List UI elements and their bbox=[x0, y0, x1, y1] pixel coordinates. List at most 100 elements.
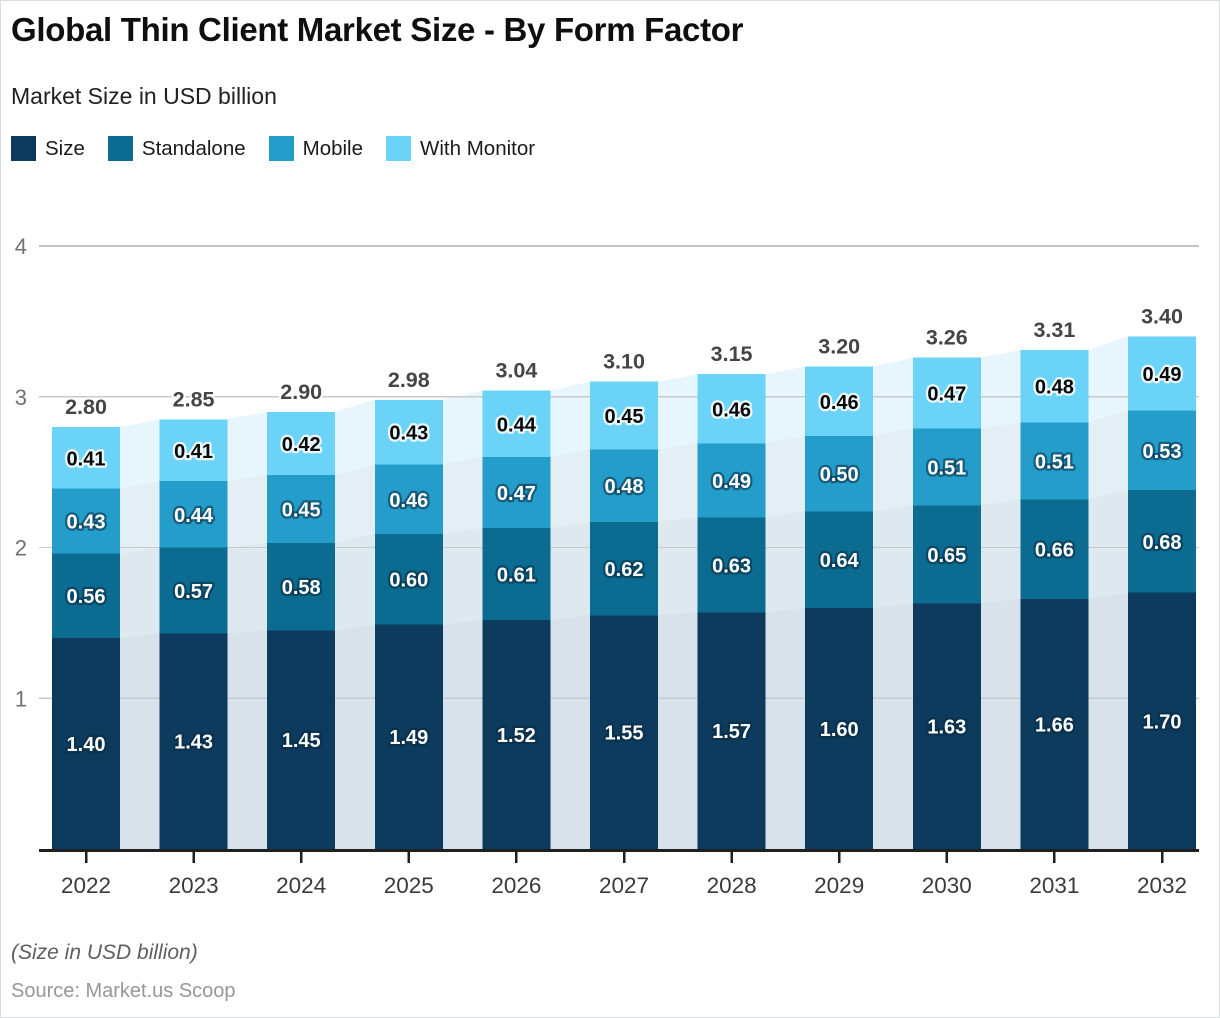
bar-value-label: 1.70 bbox=[1143, 711, 1182, 733]
bar-segment-standalone-2028 bbox=[697, 517, 766, 613]
x-tick-label: 2022 bbox=[61, 873, 111, 898]
chart-subtitle: Market Size in USD billion bbox=[11, 83, 277, 109]
bar-value-label: 0.48 bbox=[605, 476, 644, 498]
bar-segment-standalone-2023 bbox=[159, 547, 228, 634]
bar-segment-with-monitor-2032 bbox=[1128, 336, 1196, 411]
bar-segment-mobile-2022 bbox=[52, 488, 120, 554]
bar-value-label: 0.49 bbox=[712, 471, 751, 493]
bar-segment-size-2030 bbox=[912, 603, 981, 849]
bar-value-label: 0.46 bbox=[712, 399, 751, 421]
bar-segment-size-2022 bbox=[52, 637, 120, 849]
bar-segment-standalone-2031 bbox=[1020, 499, 1089, 599]
bar-value-label: 1.57 bbox=[712, 721, 751, 743]
bar-value-label: 1.43 bbox=[174, 732, 213, 754]
bar-segment-mobile-2027 bbox=[590, 449, 658, 522]
bar-value-label: 0.49 bbox=[1143, 364, 1182, 386]
bar-segment-with-monitor-2029 bbox=[805, 366, 874, 436]
y-tick-label: 3 bbox=[15, 385, 27, 410]
bar-segment-size-2027 bbox=[590, 615, 658, 849]
bar-segment-size-2023 bbox=[159, 633, 228, 849]
bar-value-label: 0.45 bbox=[282, 500, 321, 522]
bar-value-label: 1.49 bbox=[389, 727, 428, 749]
x-tick-label: 2027 bbox=[599, 873, 649, 898]
y-tick-label: 1 bbox=[15, 686, 27, 711]
y-tick-label: 2 bbox=[15, 536, 27, 561]
legend-label: With Monitor bbox=[420, 136, 536, 160]
bar-segment-with-monitor-2030 bbox=[912, 357, 981, 429]
bar-total-label: 2.85 bbox=[173, 387, 215, 411]
x-tick-label: 2024 bbox=[276, 873, 326, 898]
source-line: Source: Market.us Scoop bbox=[11, 980, 236, 1002]
bar-total-label: 3.15 bbox=[711, 342, 753, 366]
legend-label: Mobile bbox=[302, 136, 364, 160]
bar-segment-standalone-2027 bbox=[590, 521, 658, 616]
bar-segment-standalone-2030 bbox=[912, 505, 981, 604]
bar-segment-size-2025 bbox=[374, 624, 443, 849]
bar-value-label: 0.57 bbox=[174, 581, 213, 603]
bar-value-label: 1.52 bbox=[497, 725, 536, 747]
x-tick-label: 2031 bbox=[1029, 873, 1079, 898]
bar-total-label: 2.98 bbox=[388, 368, 430, 392]
bar-segment-with-monitor-2031 bbox=[1020, 350, 1089, 423]
bar-value-label: 1.55 bbox=[605, 723, 644, 745]
bar-segment-mobile-2025 bbox=[374, 464, 443, 534]
bar-segment-with-monitor-2026 bbox=[482, 390, 551, 458]
bar-segment-with-monitor-2025 bbox=[374, 399, 443, 465]
bar-value-label: 0.46 bbox=[389, 490, 428, 512]
legend-swatch bbox=[11, 136, 36, 161]
bar-value-label: 1.40 bbox=[67, 734, 106, 756]
bar-segment-with-monitor-2027 bbox=[590, 381, 658, 450]
bar-value-label: 0.45 bbox=[605, 406, 644, 428]
bar-total-label: 3.26 bbox=[926, 326, 968, 350]
legend-item-mobile: Mobile bbox=[268, 136, 364, 161]
legend-swatch bbox=[107, 136, 133, 161]
bar-segment-mobile-2028 bbox=[697, 443, 766, 518]
bar-segment-with-monitor-2022 bbox=[52, 426, 120, 489]
legend-swatch bbox=[386, 136, 412, 161]
bar-segment-mobile-2023 bbox=[159, 481, 228, 548]
bar-total-label: 3.10 bbox=[603, 350, 645, 374]
x-tick-label: 2025 bbox=[384, 873, 434, 898]
legend-label: Size bbox=[45, 136, 85, 160]
legend-label: Standalone bbox=[141, 136, 246, 160]
bar-segment-standalone-2022 bbox=[52, 553, 120, 638]
bar-total-label: 3.20 bbox=[818, 335, 860, 359]
chart-title: Global Thin Client Market Size - By Form… bbox=[11, 11, 744, 48]
bar-segment-mobile-2029 bbox=[805, 435, 874, 512]
footnote: (Size in USD billion) bbox=[11, 941, 198, 964]
bar-total-label: 2.90 bbox=[280, 380, 322, 404]
bar-value-label: 0.62 bbox=[605, 559, 644, 581]
bar-value-label: 0.43 bbox=[389, 423, 428, 445]
bar-segment-standalone-2024 bbox=[267, 542, 336, 631]
bar-value-label: 0.64 bbox=[820, 550, 860, 572]
bar-value-label: 0.44 bbox=[497, 414, 537, 436]
bar-value-label: 0.50 bbox=[820, 464, 859, 486]
bar-segment-size-2024 bbox=[267, 630, 336, 849]
bar-value-label: 0.41 bbox=[174, 441, 213, 463]
x-tick-label: 2032 bbox=[1137, 873, 1187, 898]
legend-item-standalone: Standalone bbox=[107, 136, 246, 161]
bar-value-label: 0.51 bbox=[927, 457, 966, 479]
bar-value-label: 0.41 bbox=[67, 448, 106, 470]
bar-segment-mobile-2026 bbox=[482, 457, 551, 528]
bar-value-label: 1.60 bbox=[820, 719, 859, 741]
bar-segment-size-2031 bbox=[1020, 598, 1089, 849]
bar-segment-size-2028 bbox=[697, 612, 766, 849]
chart-canvas: 1 2 3 4 1.40 0.56 0.43 0.41 2.80 1.43 0.57 0.44 0.41… bbox=[15, 234, 1199, 898]
bar-segment-with-monitor-2024 bbox=[267, 411, 336, 476]
bar-segment-with-monitor-2028 bbox=[697, 374, 766, 444]
bar-segment-mobile-2030 bbox=[912, 428, 981, 506]
x-tick-label: 2029 bbox=[814, 873, 864, 898]
bar-value-label: 0.42 bbox=[282, 434, 321, 456]
y-tick-label: 4 bbox=[15, 234, 27, 259]
legend-swatch bbox=[268, 136, 294, 161]
bar-value-label: 0.66 bbox=[1035, 540, 1074, 562]
bar-value-label: 0.61 bbox=[497, 564, 536, 586]
bar-value-label: 1.63 bbox=[927, 717, 966, 739]
bar-segment-standalone-2026 bbox=[482, 527, 551, 620]
bar-value-label: 0.63 bbox=[712, 555, 751, 577]
bar-total-label: 2.80 bbox=[65, 395, 107, 419]
x-tick-label: 2026 bbox=[491, 873, 541, 898]
bar-value-label: 1.66 bbox=[1035, 714, 1074, 736]
